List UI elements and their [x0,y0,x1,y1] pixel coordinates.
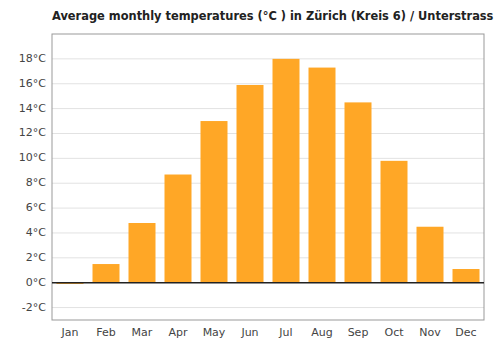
x-tick-label: Aug [311,326,332,339]
bar[interactable] [309,68,336,283]
x-tick-label: Apr [168,326,188,339]
grid-line [52,307,484,308]
x-ticks: Jan Feb Mar Apr May Jun Jul Aug Sep Oct Nov Dec [61,326,477,339]
chart-svg: Average monthly temperatures (°C ) in Zü… [0,0,500,350]
y-tick-label: -2°C [22,301,46,314]
bar[interactable] [93,264,120,283]
y-tick-label: 2°C [26,251,46,264]
x-tick-label: Mar [132,326,153,339]
bars [57,59,480,284]
x-tick-label: Nov [419,326,441,339]
bar[interactable] [237,85,264,283]
bar[interactable] [165,175,192,283]
bar[interactable] [381,161,408,283]
grid-line [52,108,484,109]
grid-line [52,183,484,184]
y-tick-label: 4°C [26,226,46,239]
plot-frame [52,34,484,320]
y-tick-label: 12°C [19,126,46,139]
x-tick-label: Jun [240,326,258,339]
x-tick-label: Oct [384,326,404,339]
grid-line [52,282,484,283]
chart-container: Average monthly temperatures (°C ) in Zü… [0,0,500,350]
bar[interactable] [201,121,228,283]
grid-line [52,83,484,84]
bar[interactable] [129,223,156,283]
y-tick-label: 16°C [19,77,46,90]
grid [52,59,484,308]
x-tick-label: Feb [96,326,115,339]
baseline [52,282,484,284]
y-ticks: -2°C 0°C 2°C 4°C 6°C 8°C 10°C 12°C 14°C 16°C 18°C [19,52,46,314]
y-tick-label: 14°C [19,102,46,115]
y-tick-label: 8°C [26,176,46,189]
y-tick-label: 10°C [19,151,46,164]
grid-line [52,58,484,59]
bar[interactable] [345,102,372,282]
title: Average monthly temperatures (°C ) in Zü… [52,9,494,23]
x-tick-label: Dec [455,326,476,339]
y-tick-label: 0°C [26,276,46,289]
y-tick-label: 6°C [26,201,46,214]
x-tick-label: Jul [278,326,292,339]
bar[interactable] [417,227,444,283]
y-tick-label: 18°C [19,52,46,65]
x-tick-label: May [203,326,226,339]
x-tick-label: Sep [348,326,369,339]
x-tick-label: Jan [61,326,79,339]
bar[interactable] [273,59,300,283]
grid-line [52,208,484,209]
grid-line [52,133,484,134]
grid-line [52,158,484,159]
bar[interactable] [453,269,480,283]
